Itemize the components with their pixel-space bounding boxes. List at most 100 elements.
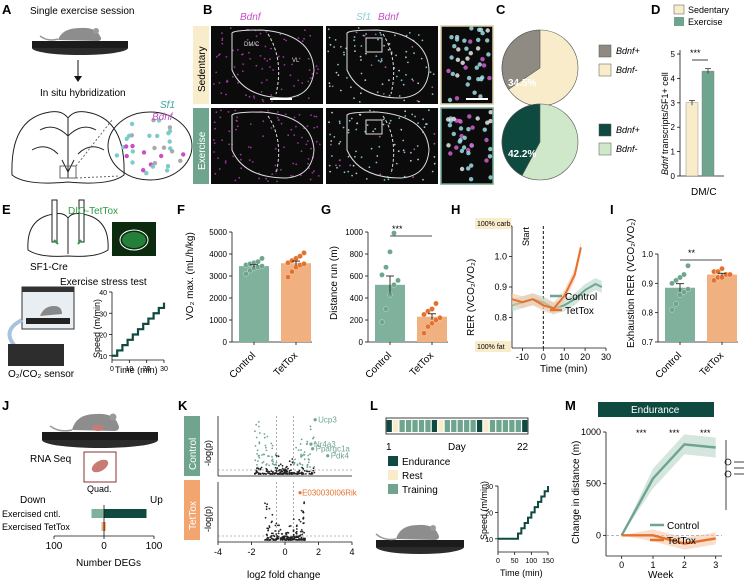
panel-d-ylabel: Bdnf transcripts/SF1+ cell <box>660 72 670 175</box>
signal-dot <box>454 96 460 101</box>
volcano-point <box>286 535 289 538</box>
signal-dot <box>338 120 341 123</box>
signal-dot <box>446 68 451 74</box>
y-tick-label: 40 <box>99 290 107 297</box>
signal-dot <box>353 97 355 100</box>
signal-dot <box>404 110 407 113</box>
x-tick-label: 10 <box>559 352 569 362</box>
signal-dot <box>350 86 352 89</box>
volcano-point <box>281 467 284 470</box>
signal-dot <box>447 97 453 103</box>
panel-m-sig-w3: *** <box>700 428 711 438</box>
signal-dot <box>290 175 292 177</box>
signal-dot <box>456 47 461 52</box>
data-point <box>685 286 691 292</box>
micrograph-ex-merge <box>326 108 438 184</box>
bar-sedentary <box>685 102 699 177</box>
volcano-point <box>283 471 286 474</box>
signal-dot <box>313 126 315 129</box>
ish-dot <box>152 145 157 151</box>
y-tick-label: 0.9 <box>494 282 507 292</box>
signal-dot <box>246 38 249 41</box>
signal-dot <box>215 71 218 74</box>
ish-dot <box>130 143 135 149</box>
ish-dot <box>161 145 167 150</box>
signal-dot <box>328 85 331 88</box>
x-tick-label: TetTox <box>698 350 726 378</box>
volcano-point <box>295 528 298 530</box>
panel-a: A Single exercise session In situ hybrid… <box>2 2 193 184</box>
signal-dot <box>261 68 264 70</box>
signal-dot <box>480 30 485 36</box>
volcano-point <box>306 440 309 443</box>
signal-dot <box>384 66 387 68</box>
volcano-point <box>276 536 278 538</box>
ish-dot <box>114 153 120 158</box>
volcano-point <box>256 453 258 455</box>
pie-slice-bdnf-pos <box>501 103 541 176</box>
ish-dot <box>155 133 160 139</box>
signal-dot <box>347 155 350 158</box>
legend-swatch-sedentary <box>673 4 685 15</box>
volcano-point <box>271 455 273 458</box>
panel-e-xlabel: Time (min) <box>115 365 158 375</box>
panel-m: M Endurance Change in distance (m) 0 500 1… <box>565 398 744 581</box>
panel-i-sig: ** <box>688 248 696 258</box>
bdnf-label: Bdnf <box>152 112 174 123</box>
signal-dot <box>306 125 309 127</box>
metabolic-chamber-icon <box>7 286 75 366</box>
y-tick-label: 3 <box>671 99 676 108</box>
signal-dot <box>378 145 381 148</box>
signal-dot <box>303 37 305 40</box>
volcano-point <box>300 456 303 458</box>
signal-dot <box>433 133 436 135</box>
y-tick-label: 0 <box>359 338 364 347</box>
volcano-point <box>277 536 280 538</box>
row-exercise-bg <box>193 108 209 184</box>
signal-dot <box>476 37 481 43</box>
legend-swatch-training <box>388 484 398 494</box>
volcano-point <box>282 536 285 539</box>
signal-dot <box>382 123 385 126</box>
signal-dot <box>389 119 392 122</box>
volcano-point <box>289 525 292 527</box>
y-tick-label: 4 <box>671 74 676 83</box>
panel-e-letter: E <box>2 202 11 217</box>
signal-dot <box>298 114 301 116</box>
signal-dot <box>449 35 454 40</box>
volcano-point <box>299 443 302 445</box>
data-point <box>425 323 431 330</box>
row2-label: Exercised TetTox <box>2 522 70 532</box>
volcano-point <box>265 505 268 508</box>
volcano-point <box>256 467 258 470</box>
signal-dot <box>295 163 298 166</box>
row-sedentary-bg <box>193 26 209 104</box>
data-point <box>673 301 679 307</box>
signal-dot <box>421 39 424 42</box>
signal-dot <box>388 79 390 82</box>
row-sedentary-label: Sedentary <box>197 46 208 92</box>
x-tick-label: 150 <box>542 558 554 565</box>
signal-dot <box>354 155 356 158</box>
volcano-point <box>309 425 312 428</box>
signal-dot <box>220 92 223 95</box>
signal-dot <box>293 134 296 137</box>
volcano-point <box>259 468 262 471</box>
volcano-point <box>293 472 296 475</box>
signal-dot <box>247 146 250 148</box>
sf1-label: Sf1 <box>160 100 175 111</box>
volcano-point <box>265 449 268 452</box>
signal-dot <box>474 65 479 70</box>
volcano-point <box>278 530 280 532</box>
panel-l-ylabel: Speed (m/min) <box>479 481 489 540</box>
signal-dot <box>304 29 306 31</box>
panel-h-xlabel: Time (min) <box>540 364 587 375</box>
panel-e: E DIO-TetTox SF1-Cre Exercise stress tes… <box>2 199 168 380</box>
legend-swatch-exercise <box>674 17 684 26</box>
data-point <box>387 249 393 255</box>
volcano-point <box>273 539 275 541</box>
y-tick-label: 2000 <box>209 294 227 303</box>
ish-dot <box>166 131 171 136</box>
volcano-point <box>295 446 297 449</box>
volcano-point <box>258 442 261 445</box>
